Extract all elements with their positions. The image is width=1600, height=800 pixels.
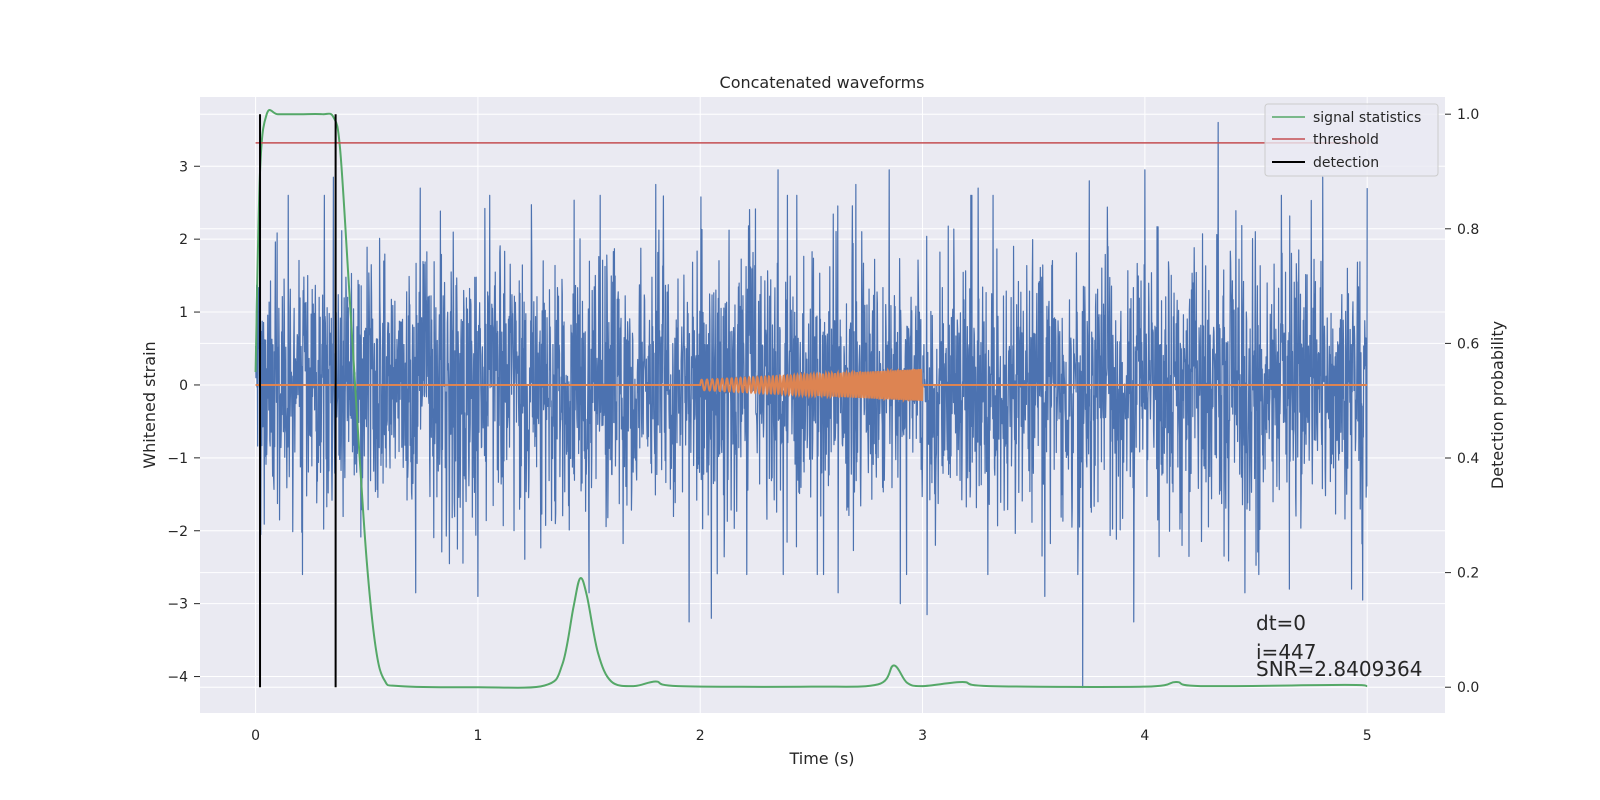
y-right-tick-label: 0.8	[1457, 222, 1479, 238]
y-right-tick-label: 0.2	[1457, 566, 1479, 582]
annotation-index: i=447	[1256, 640, 1317, 664]
x-tick-label: 2	[696, 728, 705, 744]
y-right-tick-label: 1.0	[1457, 107, 1479, 123]
legend-label-signal-statistics: signal statistics	[1313, 110, 1421, 126]
y-left-tick-label: 2	[179, 232, 188, 248]
y-right-axis-label: Detection probability	[1488, 321, 1507, 489]
y-left-tick-label: 1	[179, 305, 188, 321]
annotation-snr: SNR=2.8409364	[1256, 657, 1422, 681]
x-axis-label: Time (s)	[788, 749, 854, 768]
y-right-axis-ticks: 1.0 0.8 0.6 0.4 0.2 0.0	[1445, 107, 1479, 696]
y-left-tick-label: −1	[167, 451, 188, 467]
x-tick-label: 1	[473, 728, 482, 744]
y-left-axis-label: Whitened strain	[140, 341, 159, 468]
x-tick-label: 4	[1140, 728, 1149, 744]
chart-title: Concatenated waveforms	[720, 73, 925, 92]
legend-label-threshold: threshold	[1313, 132, 1379, 148]
series-detection	[259, 114, 337, 688]
y-left-tick-label: −4	[167, 670, 188, 686]
y-left-tick-label: 0	[179, 378, 188, 394]
x-tick-label: 0	[251, 728, 260, 744]
y-right-tick-label: 0.6	[1457, 336, 1479, 352]
legend: signal statistics threshold detection	[1264, 103, 1439, 177]
x-tick-label: 5	[1363, 728, 1372, 744]
chirp-line	[255, 367, 1368, 403]
series-injected-chirp	[255, 367, 1368, 403]
y-right-tick-label: 0.0	[1457, 680, 1479, 696]
x-axis-ticks: 0 1 2 3 4 5	[251, 728, 1372, 744]
x-tick-label: 3	[918, 728, 927, 744]
y-left-axis-ticks: 3 2 1 0 −1 −2 −3 −4	[167, 159, 200, 686]
y-left-tick-label: −2	[167, 524, 188, 540]
legend-box	[1264, 103, 1439, 177]
series-signal-statistics	[254, 109, 1368, 689]
y-left-tick-label: 3	[179, 159, 188, 175]
y-left-tick-label: −3	[167, 597, 188, 613]
legend-label-detection: detection	[1313, 155, 1379, 171]
y-right-tick-label: 0.4	[1457, 451, 1479, 467]
signal-statistics-line	[254, 109, 1368, 689]
annotation-dt: dt=0	[1256, 611, 1306, 635]
